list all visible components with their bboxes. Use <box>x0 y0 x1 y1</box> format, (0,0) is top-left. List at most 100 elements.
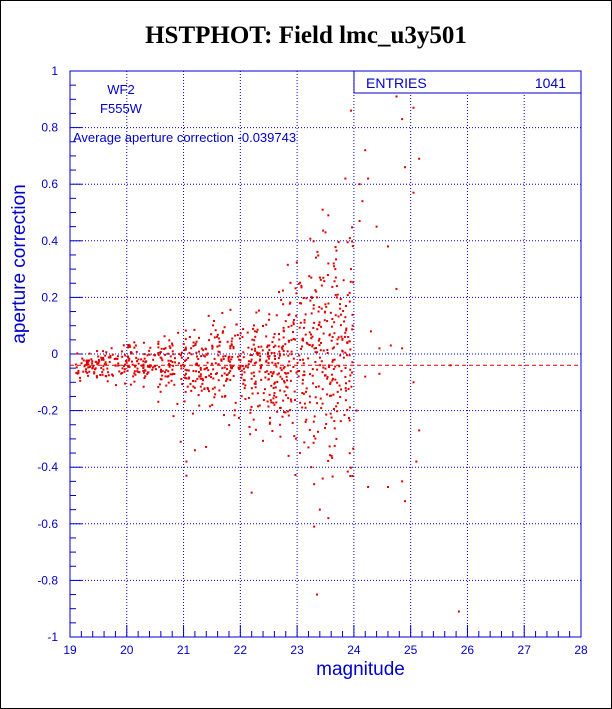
data-point <box>142 341 145 344</box>
data-point <box>267 318 270 321</box>
data-point <box>367 177 370 180</box>
data-point <box>195 362 198 365</box>
data-point <box>321 402 324 405</box>
data-point <box>179 354 182 357</box>
data-point <box>269 371 272 374</box>
data-point <box>146 365 149 368</box>
data-point <box>233 409 236 412</box>
data-point <box>333 332 336 335</box>
data-point <box>277 345 280 348</box>
data-point <box>129 383 132 386</box>
data-point <box>265 335 268 338</box>
data-point <box>88 352 91 355</box>
data-point <box>171 373 174 376</box>
data-point <box>167 363 170 366</box>
data-point <box>276 373 279 376</box>
data-point <box>267 361 270 364</box>
data-point <box>158 383 161 386</box>
data-point <box>261 325 264 328</box>
data-point <box>309 373 312 376</box>
data-point <box>221 395 224 398</box>
data-point <box>208 374 211 377</box>
data-point <box>314 396 317 399</box>
data-point <box>344 375 347 378</box>
data-point <box>281 377 284 380</box>
data-point <box>93 372 96 375</box>
data-point <box>259 355 262 358</box>
data-point <box>316 402 319 405</box>
data-point <box>172 353 175 356</box>
data-point <box>336 342 339 345</box>
data-point <box>341 338 344 341</box>
data-point <box>140 358 143 361</box>
data-point <box>267 373 270 376</box>
data-point <box>319 364 322 367</box>
data-point <box>222 330 225 333</box>
data-point <box>102 364 105 367</box>
data-point <box>114 384 117 387</box>
data-point <box>220 358 223 361</box>
data-point <box>327 517 330 520</box>
data-point <box>266 344 269 347</box>
data-point <box>207 369 210 372</box>
data-point <box>316 430 319 433</box>
data-point <box>247 360 250 363</box>
data-point <box>269 399 272 402</box>
data-point <box>130 360 133 363</box>
x-tick-label: 27 <box>518 643 532 657</box>
data-point <box>204 367 207 370</box>
data-point <box>342 356 345 359</box>
data-point <box>228 371 231 374</box>
data-point <box>179 440 182 443</box>
data-point <box>148 365 151 368</box>
data-point <box>268 313 271 316</box>
data-point <box>182 342 185 345</box>
data-point <box>279 423 282 426</box>
data-point <box>144 375 147 378</box>
data-point <box>277 372 280 375</box>
data-point <box>332 393 335 396</box>
data-point <box>334 246 337 249</box>
data-point <box>282 367 285 370</box>
data-point <box>349 374 352 377</box>
data-point <box>274 386 277 389</box>
data-point <box>177 362 180 365</box>
data-point <box>305 341 308 344</box>
data-point <box>281 348 284 351</box>
data-point <box>238 337 241 340</box>
data-point <box>114 364 117 367</box>
data-point <box>204 348 207 351</box>
data-point <box>343 413 346 416</box>
data-point <box>86 362 89 365</box>
data-point <box>90 358 93 361</box>
data-point <box>113 358 116 361</box>
data-point <box>326 320 329 323</box>
data-point <box>329 382 332 385</box>
data-point <box>348 291 351 294</box>
data-point <box>369 330 372 333</box>
data-point <box>214 373 217 376</box>
data-point <box>181 383 184 386</box>
data-point <box>221 367 224 370</box>
data-point <box>282 326 285 329</box>
data-point <box>254 428 257 431</box>
data-point <box>345 327 348 330</box>
data-point <box>210 362 213 365</box>
data-point <box>250 358 253 361</box>
x-tick-label: 28 <box>574 643 588 657</box>
data-point <box>168 339 171 342</box>
data-point <box>165 369 168 372</box>
data-point <box>299 358 302 361</box>
data-point <box>238 358 241 361</box>
y-tick-label: 0.4 <box>41 234 58 248</box>
data-point <box>378 372 381 375</box>
data-point <box>328 394 331 397</box>
data-point <box>307 357 310 360</box>
data-point <box>163 347 166 350</box>
data-point <box>234 334 237 337</box>
data-point <box>305 387 308 390</box>
data-point <box>273 394 276 397</box>
data-point <box>116 357 119 360</box>
data-point <box>287 354 290 357</box>
data-point <box>265 360 268 363</box>
